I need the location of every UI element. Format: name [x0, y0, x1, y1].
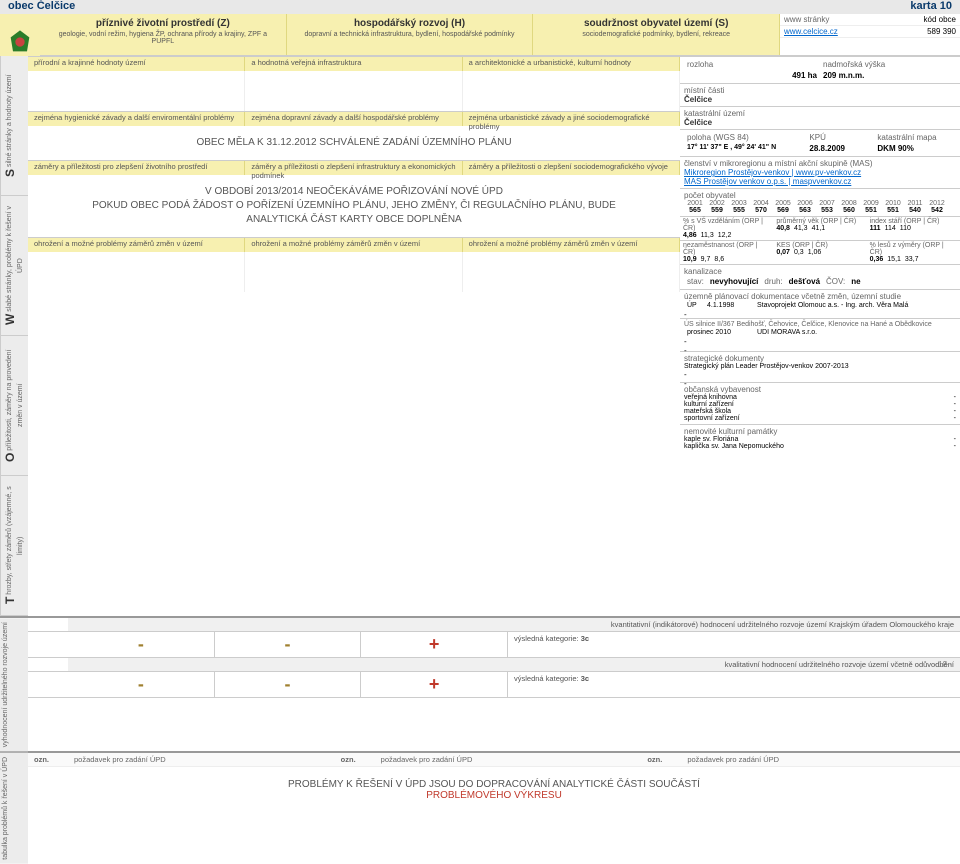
- page-number: - 18 -: [933, 660, 952, 669]
- eval-r1-lbl: kvantitativní (indikátorové) hodnocení u…: [68, 618, 960, 631]
- swot-t-label: T hrozby, střety záměrů (vzájemné, s lim…: [0, 476, 28, 616]
- kanal-lbl: kanalizace: [684, 267, 956, 276]
- o-center-text: V OBDOBÍ 2013/2014 NEOČEKÁVÁME POŘIZOVÁN…: [28, 175, 680, 237]
- eval-r1-s: +: [361, 632, 508, 657]
- o-col2: záměry a příležitosti o zlepšení infrast…: [245, 161, 462, 175]
- cadastre-lbl: katastrální území: [684, 109, 956, 118]
- w-col1: zejména hygienické závady a další enviro…: [28, 112, 245, 126]
- eval-r2-z: -: [68, 672, 215, 697]
- req-side-label: tabulka problémů k řešení v ÚPD: [0, 753, 28, 864]
- strat-lbl: strategické dokumenty: [684, 354, 956, 363]
- pillar-h: hospodářský rozvoj (H) dopravní a techni…: [287, 14, 534, 55]
- kanal-druh: dešťová: [786, 277, 823, 286]
- nadm-lbl: nadmořská výška: [820, 60, 888, 69]
- eval-r1-z: -: [68, 632, 215, 657]
- poloha-val: 17° 11' 37" E , 49° 24' 41" N: [684, 144, 806, 153]
- upd-lbl: územně plánovací dokumentace včetně změn…: [684, 292, 956, 301]
- vyb-lbl: občanská vybavenost: [684, 385, 956, 394]
- page-title: obec Čelčice: [8, 0, 75, 14]
- parts-lbl: místní části: [684, 86, 956, 95]
- population-table: 2001200220032004200520062007200820092010…: [684, 200, 956, 214]
- kpu-lbl: KPÚ: [806, 133, 874, 142]
- o-col1: záměry a příležitosti pro zlepšení život…: [28, 161, 245, 175]
- code-label: kód obce: [924, 15, 956, 24]
- t-col2: ohrožení a možné problémy záměrů změn v …: [245, 238, 462, 252]
- micro-link-2[interactable]: MAS Prostějov venkov o.p.s. | maspvvenko…: [684, 177, 851, 186]
- eval-r2-h: -: [215, 672, 362, 697]
- site-link[interactable]: www.celcice.cz: [784, 27, 838, 36]
- t-col1: ohrožení a možné problémy záměrů změn v …: [28, 238, 245, 252]
- rozloha-lbl: rozloha: [684, 60, 820, 69]
- kanal-stav: nevyhovující: [707, 277, 761, 286]
- micro-link-1[interactable]: Mikroregion Prostějov-venkov | www.pv-ve…: [684, 168, 861, 177]
- km-lbl: katastrální mapa: [874, 133, 939, 142]
- eval-side-label: vyhodnocení udržitelného rozvoje území: [0, 618, 28, 751]
- pillar-z: příznivé životní prostředí (Z) geologie,…: [40, 14, 287, 55]
- swot-s-label: S silné stránky a hodnoty území: [0, 56, 28, 196]
- swot-w-label: W slabé stránky, problémy k řešení v ÚPD: [0, 196, 28, 336]
- pam-lbl: nemovité kulturní památky: [684, 427, 956, 436]
- km-val: DKM 90%: [874, 144, 916, 153]
- pillar-s: soudržnost obyvatel území (S) sociodemog…: [533, 14, 780, 55]
- eval-r2-lbl: kvalitativní hodnocení udržitelného rozv…: [68, 658, 960, 671]
- s-col3: a architektonické a urbanistické, kultur…: [463, 57, 680, 71]
- problems-line2: PROBLÉMOVÉHO VÝKRESU: [40, 790, 948, 801]
- w-center-text: OBEC MĚLA K 31.12.2012 SCHVÁLENÉ ZADÁNÍ …: [28, 126, 680, 160]
- code-value: 589 390: [927, 27, 956, 36]
- site-label: www stránky: [784, 15, 829, 24]
- eval-r1-h: -: [215, 632, 362, 657]
- parts-val: Čelčice: [684, 95, 956, 104]
- card-number: karta 10: [910, 0, 952, 14]
- nadm-val: 209 m.n.m.: [820, 71, 867, 80]
- rozloha-val: 491 ha: [684, 71, 820, 80]
- t-col3: ohrožení a možné problémy záměrů změn v …: [463, 238, 680, 252]
- s-col1: přírodní a krajinné hodnoty území: [28, 57, 245, 71]
- s-col2: a hodnotná veřejná infrastruktura: [245, 57, 462, 71]
- clen-lbl: členství v mikroregionu a místní akční s…: [684, 159, 956, 168]
- pop-lbl: počet obyvatel: [684, 191, 956, 200]
- swot-o-label: O příležitosti, záměry na provedení změn…: [0, 336, 28, 476]
- eval-r2-s: +: [361, 672, 508, 697]
- us-lbl: ÚS silnice II/367 Bedihošť, Čehovice, Če…: [684, 321, 956, 328]
- w-col2: zejména dopravní závady a další hospodář…: [245, 112, 462, 126]
- problems-line1: PROBLÉMY K ŘEŠENÍ V ÚPD JSOU DO DOPRACOV…: [40, 779, 948, 790]
- o-col3: záměry a příležitosti o zlepšení sociode…: [463, 161, 680, 175]
- cadastre-val: Čelčice: [684, 118, 956, 127]
- w-col3: zejména urbanistické závady a jiné socio…: [463, 112, 680, 126]
- kpu-val: 28.8.2009: [806, 144, 874, 153]
- kanal-cov: ne: [848, 277, 863, 286]
- poloha-lbl: poloha (WGS 84): [684, 133, 806, 142]
